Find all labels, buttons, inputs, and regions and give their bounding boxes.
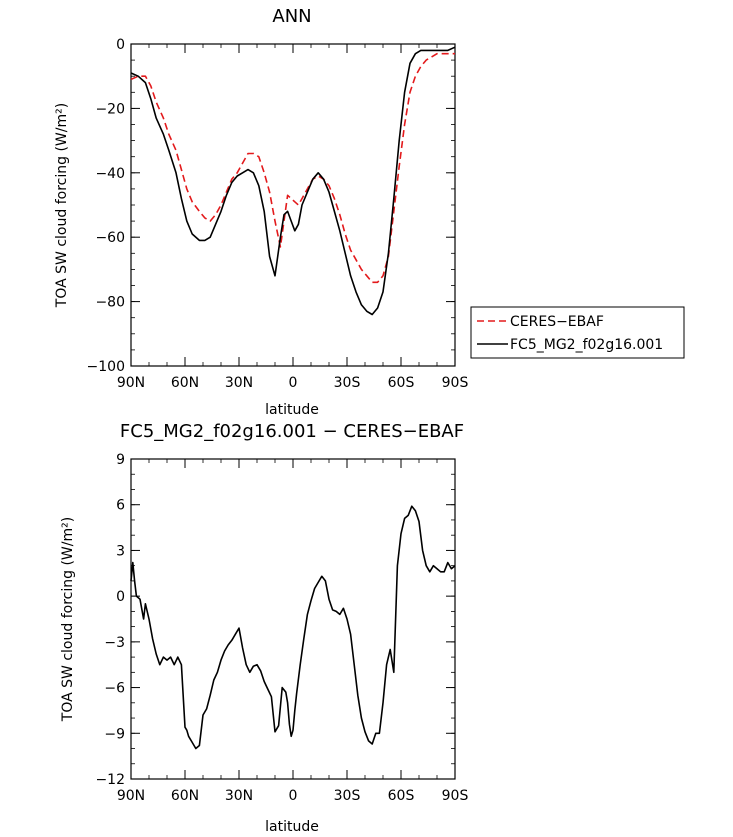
top-series-line-model	[130, 46, 456, 316]
top-xtick-label: 60N	[171, 375, 199, 391]
bottom-xtick-label: 60S	[388, 788, 415, 804]
chart-top-plot-frame	[130, 43, 456, 367]
bottom-ytick-label: −6	[104, 681, 125, 697]
bottom-ytick-label: 9	[116, 452, 125, 468]
bottom-xtick-label: 90S	[442, 788, 469, 804]
top-xtick-label: 30N	[225, 375, 253, 391]
chart-bottom-xlabel: latitude	[265, 819, 319, 835]
top-ytick-label: −60	[95, 230, 125, 246]
top-ytick-label: −40	[95, 166, 125, 182]
chart-top-title: ANN	[272, 6, 311, 27]
chart-bottom-title: FC5_MG2_f02g16.001 − CERES−EBAF	[120, 421, 464, 442]
chart-bottom-ylabel: TOA SW cloud forcing (W/m²)	[60, 517, 76, 722]
top-ytick-label: −80	[95, 295, 125, 311]
top-xtick-label: 90N	[117, 375, 145, 391]
top-ytick-label: −100	[87, 359, 125, 375]
bottom-xtick-label: 0	[289, 788, 298, 804]
legend-label-model: FC5_MG2_f02g16.001	[510, 337, 663, 353]
chart-top-xlabel: latitude	[265, 402, 319, 418]
bottom-ytick-label: 3	[116, 543, 125, 559]
chart-top-ylabel: TOA SW cloud forcing (W/m²)	[54, 103, 70, 308]
legend-box	[470, 306, 685, 359]
top-ytick-label: 0	[116, 37, 125, 53]
bottom-ytick-label: −3	[104, 635, 125, 651]
top-ytick-label: −20	[95, 101, 125, 117]
legend-label-ceres: CERES−EBAF	[510, 314, 604, 330]
bottom-ytick-label: −12	[95, 772, 125, 788]
bottom-ytick-label: 6	[116, 498, 125, 514]
top-xtick-label: 60S	[388, 375, 415, 391]
chart-top-legend: CERES−EBAF FC5_MG2_f02g16.001	[470, 306, 685, 359]
top-xtick-label: 30S	[334, 375, 361, 391]
bottom-xtick-label: 90N	[117, 788, 145, 804]
bottom-xtick-label: 30S	[334, 788, 361, 804]
top-series-line-ceres	[130, 52, 455, 284]
bottom-series-line-difference	[130, 505, 456, 750]
bottom-xtick-label: 60N	[171, 788, 199, 804]
top-xtick-label: 0	[289, 375, 298, 391]
chart-top-series	[130, 46, 456, 316]
bottom-ytick-label: −9	[104, 726, 125, 742]
chart-bottom-series	[130, 505, 456, 750]
bottom-xtick-label: 30N	[225, 788, 253, 804]
chart-bottom: FC5_MG2_f02g16.001 − CERES−EBAF 9 6 3 0 −3 −6…	[60, 421, 468, 835]
top-xtick-label: 90S	[442, 375, 469, 391]
bottom-ytick-label: 0	[116, 589, 125, 605]
